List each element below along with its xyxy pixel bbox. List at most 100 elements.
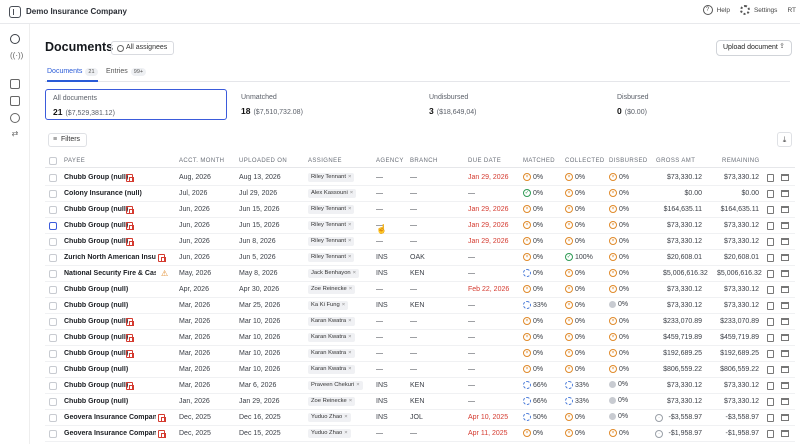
payee-cell[interactable]: Chubb Group (null)	[64, 174, 129, 181]
archive-icon[interactable]	[781, 206, 789, 213]
row-checkbox[interactable]	[49, 382, 57, 390]
col-payee[interactable]: PAYEE	[64, 158, 86, 164]
col-gross-amt[interactable]: GROSS AMT	[656, 158, 696, 164]
remove-assignee-icon[interactable]: ×	[348, 398, 353, 404]
assignee-chip[interactable]: Zoe Reinecke ×	[308, 397, 356, 406]
row-checkbox[interactable]	[49, 366, 57, 374]
table-row[interactable]: Chubb Group (null) Aug, 2026 Aug 13, 2026 R…	[45, 170, 795, 186]
remove-assignee-icon[interactable]: ×	[348, 174, 352, 180]
chevron-down-icon[interactable]: ⌄	[112, 8, 118, 15]
payee-cell[interactable]: National Security Fire & Cas...	[64, 270, 156, 277]
inbox-icon[interactable]	[10, 34, 20, 44]
upload-document-button[interactable]: Upload document ⇪	[716, 40, 792, 56]
row-checkbox[interactable]	[49, 286, 57, 294]
row-checkbox[interactable]	[49, 206, 57, 214]
archive-icon[interactable]	[781, 286, 789, 293]
remove-assignee-icon[interactable]: ×	[344, 430, 348, 436]
tab-entries[interactable]: Entries 99+	[106, 68, 147, 76]
settings-link[interactable]: Settings	[739, 5, 777, 15]
document-icon[interactable]	[767, 430, 774, 438]
document-icon[interactable]	[767, 350, 774, 358]
payee-cell[interactable]: Chubb Group (null)	[64, 302, 129, 309]
document-icon[interactable]	[767, 222, 774, 230]
assignee-chip[interactable]: Alex Kassouni ×	[308, 189, 357, 198]
payee-cell[interactable]: Chubb Group (null)	[64, 398, 129, 405]
filters-button[interactable]: Filters	[48, 133, 88, 147]
payee-cell[interactable]: Chubb Group (null)	[64, 222, 129, 229]
archive-icon[interactable]	[781, 334, 789, 341]
archive-icon[interactable]	[781, 382, 789, 389]
calendar-icon[interactable]	[10, 96, 20, 106]
remove-assignee-icon[interactable]: ×	[348, 238, 352, 244]
assignee-chip[interactable]: Ka Ki Fung ×	[308, 301, 349, 310]
col-due-date[interactable]: DUE DATE	[468, 158, 502, 164]
col-acct-month[interactable]: ACCT. MONTH	[179, 158, 225, 164]
remove-assignee-icon[interactable]: ×	[348, 286, 353, 292]
remove-assignee-icon[interactable]: ×	[349, 190, 354, 196]
archive-icon[interactable]	[781, 190, 789, 197]
company-name[interactable]: Demo Insurance Company	[26, 7, 127, 16]
document-icon[interactable]	[767, 366, 774, 374]
document-icon[interactable]	[767, 238, 774, 246]
remove-assignee-icon[interactable]: ×	[348, 350, 352, 356]
remove-assignee-icon[interactable]: ×	[348, 254, 352, 260]
duplicate-icon[interactable]	[126, 222, 134, 230]
assignee-chip[interactable]: Praveen Chekuri ×	[308, 381, 363, 390]
assignee-chip[interactable]: Karan Kwatra ×	[308, 317, 355, 326]
table-row[interactable]: Chubb Group (null) Mar, 2026 Mar 10, 2026 K…	[45, 362, 795, 378]
row-checkbox[interactable]	[49, 302, 57, 310]
col-branch[interactable]: BRANCH	[410, 158, 438, 164]
table-row[interactable]: Chubb Group (null) Mar, 2026 Mar 25, 2026 K…	[45, 298, 795, 314]
assignee-chip[interactable]: Karan Kwatra ×	[308, 349, 355, 358]
table-row[interactable]: Chubb Group (null) Apr, 2026 Apr 30, 2026 Z…	[45, 282, 795, 298]
col-disbursed[interactable]: DISBURSED	[609, 158, 648, 164]
document-icon[interactable]	[767, 174, 774, 182]
assignee-chip[interactable]: Riley Tennant ×	[308, 253, 355, 262]
archive-icon[interactable]	[781, 222, 789, 229]
remove-assignee-icon[interactable]: ×	[348, 222, 352, 228]
remove-assignee-icon[interactable]: ×	[348, 334, 352, 340]
archive-icon[interactable]	[781, 430, 789, 437]
payee-cell[interactable]: Geovera Insurance Compan...	[64, 430, 156, 437]
duplicate-icon[interactable]	[126, 382, 134, 390]
summary-card-unmatched[interactable]: Unmatched 18 ($7,510,732.08)	[234, 89, 414, 120]
duplicate-icon[interactable]	[126, 206, 134, 214]
table-row[interactable]: Chubb Group (null) Mar, 2026 Mar 10, 2026 K…	[45, 346, 795, 362]
remove-assignee-icon[interactable]: ×	[356, 382, 360, 388]
tab-documents[interactable]: Documents 21	[47, 68, 98, 82]
archive-icon[interactable]	[781, 254, 789, 261]
document-icon[interactable]	[767, 286, 774, 294]
summary-card-undisbursed[interactable]: Undisbursed 3 ($18,649,04)	[422, 89, 602, 120]
document-icon[interactable]	[767, 398, 774, 406]
document-icon[interactable]	[767, 382, 774, 390]
assignees-filter-button[interactable]: All assignees	[111, 41, 175, 55]
assignee-chip[interactable]: Zoe Reinecke ×	[308, 285, 356, 294]
select-all-checkbox[interactable]	[49, 157, 57, 165]
document-icon[interactable]	[767, 302, 774, 310]
assignee-chip[interactable]: Riley Tennant ×	[308, 237, 355, 246]
table-row[interactable]: Geovera Insurance Compan... Dec, 2025 Dec …	[45, 426, 795, 442]
row-checkbox[interactable]	[49, 270, 57, 278]
document-icon[interactable]	[767, 414, 774, 422]
col-matched[interactable]: MATCHED	[523, 158, 556, 164]
transfer-icon[interactable]: ⇄	[11, 129, 19, 138]
assignee-chip[interactable]: Yuduo Zhao ×	[308, 413, 351, 422]
assignee-chip[interactable]: Riley Tennant ×	[308, 173, 355, 182]
help-link[interactable]: ? Help	[702, 5, 730, 15]
payee-cell[interactable]: Chubb Group (null)	[64, 334, 129, 341]
assignee-chip[interactable]: Jack Benhayon ×	[308, 269, 360, 278]
remove-assignee-icon[interactable]: ×	[344, 414, 348, 420]
arrow-circle-icon[interactable]	[10, 113, 20, 123]
remove-assignee-icon[interactable]: ×	[348, 206, 352, 212]
payee-cell[interactable]: Zurich North American Insu...	[64, 254, 156, 261]
table-row[interactable]: Geovera Insurance Compan... Dec, 2025 Dec …	[45, 410, 795, 426]
archive-icon[interactable]	[781, 238, 789, 245]
duplicate-icon[interactable]	[126, 350, 134, 358]
assignee-chip[interactable]: Karan Kwatra ×	[308, 365, 355, 374]
duplicate-icon[interactable]	[158, 254, 166, 262]
table-row[interactable]: Chubb Group (null) Mar, 2026 Mar 10, 2026 K…	[45, 330, 795, 346]
row-checkbox[interactable]	[49, 174, 57, 182]
summary-card-disbursed[interactable]: Disbursed 0 ($0.00)	[610, 89, 790, 120]
assignee-chip[interactable]: Yuduo Zhao ×	[308, 429, 351, 438]
table-row[interactable]: Colony Insurance (null) Jul, 2026 Jul 29, …	[45, 186, 795, 202]
